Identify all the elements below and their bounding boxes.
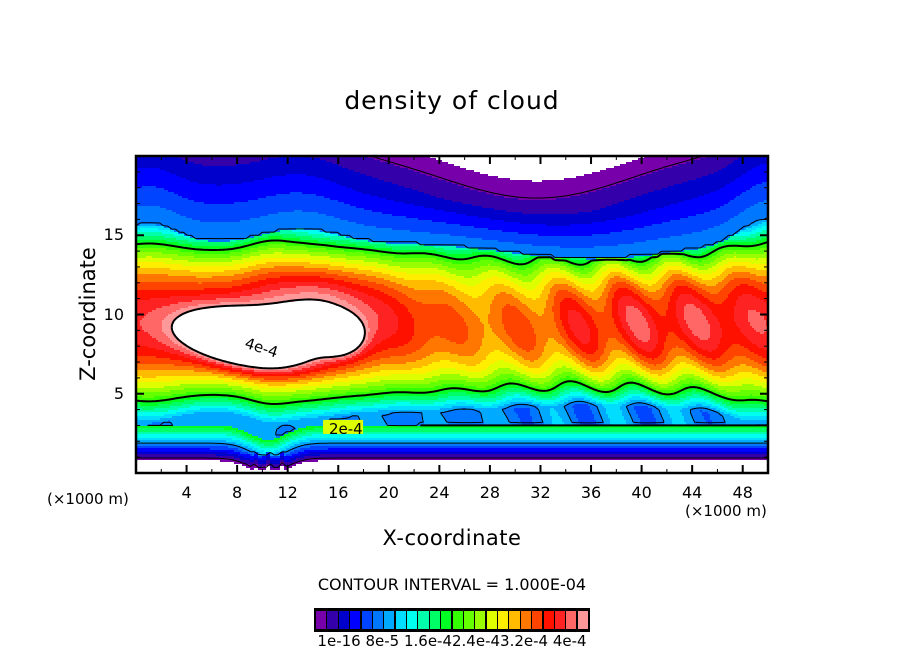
colorbar-swatch [384,611,395,629]
colorbar-swatch [577,611,588,629]
colorbar-swatch [350,611,361,629]
x-tick-label: 12 [277,483,298,502]
colorbar-swatch [509,611,520,629]
x-unit-label-right: (×1000 m) [685,502,767,520]
colorbar-labels: 1e-16 8e-5 1.6e-42.4e-43.2e-4 4e-4 [317,632,587,650]
colorbar-swatch [554,611,566,629]
contour-interval-text: CONTOUR INTERVAL = 1.000E-04 [317,575,587,594]
colorbar-swatch [498,611,509,629]
chart-title: density of cloud [344,86,560,115]
colorbar-swatch [441,611,452,629]
plot-area: 4e-4 2e-4 [134,154,770,475]
colorbar-swatch [475,611,486,629]
filled-contour-field [136,156,768,473]
plot-overlay: 4e-4 2e-4 [134,154,770,475]
x-tick-label: 40 [631,483,652,502]
y-tick-label: 10 [103,304,124,324]
x-tick-label: 28 [479,483,501,502]
x-tick-label: 20 [378,483,399,502]
colorbar [314,608,590,632]
colorbar-swatch [452,611,463,629]
x-unit-label-left: (×1000 m) [47,490,129,508]
x-axis-label: X-coordinate [382,526,522,550]
contour-line-2e-4 [135,239,769,427]
colorbar-swatch [566,611,577,629]
x-tick-label: 48 [732,483,753,502]
colorbar-swatch [520,611,531,629]
x-tick-label: 32 [530,483,551,502]
contour-line-1e-4 [135,216,769,456]
x-tick-label: 36 [580,483,602,502]
x-tick-label: 4 [181,483,192,502]
contour-line-base [136,155,768,469]
colorbar-swatch [407,611,418,629]
contour-label-4e-4: 4e-4 [243,334,281,362]
colorbar-swatch [361,611,372,629]
colorbar-swatch [463,611,475,629]
x-tick-label: 44 [681,483,703,502]
colorbar-swatch [338,611,349,629]
contour-label-bg [323,419,364,434]
y-tick-label: 15 [103,225,124,245]
contour-label-2e-4: 2e-4 [329,420,363,438]
colorbar-swatch [327,611,338,629]
colorbar-swatch [429,611,440,629]
y-tick-label: 5 [113,383,124,403]
colorbar-swatch [316,611,327,629]
x-tick-label: 16 [328,483,349,502]
colorbar-swatch [418,611,429,629]
colorbar-swatch [395,611,406,629]
colorbar-swatch [486,611,497,629]
colorbar-swatch [372,611,384,629]
colorbar-swatch [532,611,543,629]
colorbar-swatch [543,611,554,629]
x-tick-label: 24 [429,483,450,502]
contour-line-4e-4 [170,298,366,370]
x-tick-label: 8 [232,483,243,502]
